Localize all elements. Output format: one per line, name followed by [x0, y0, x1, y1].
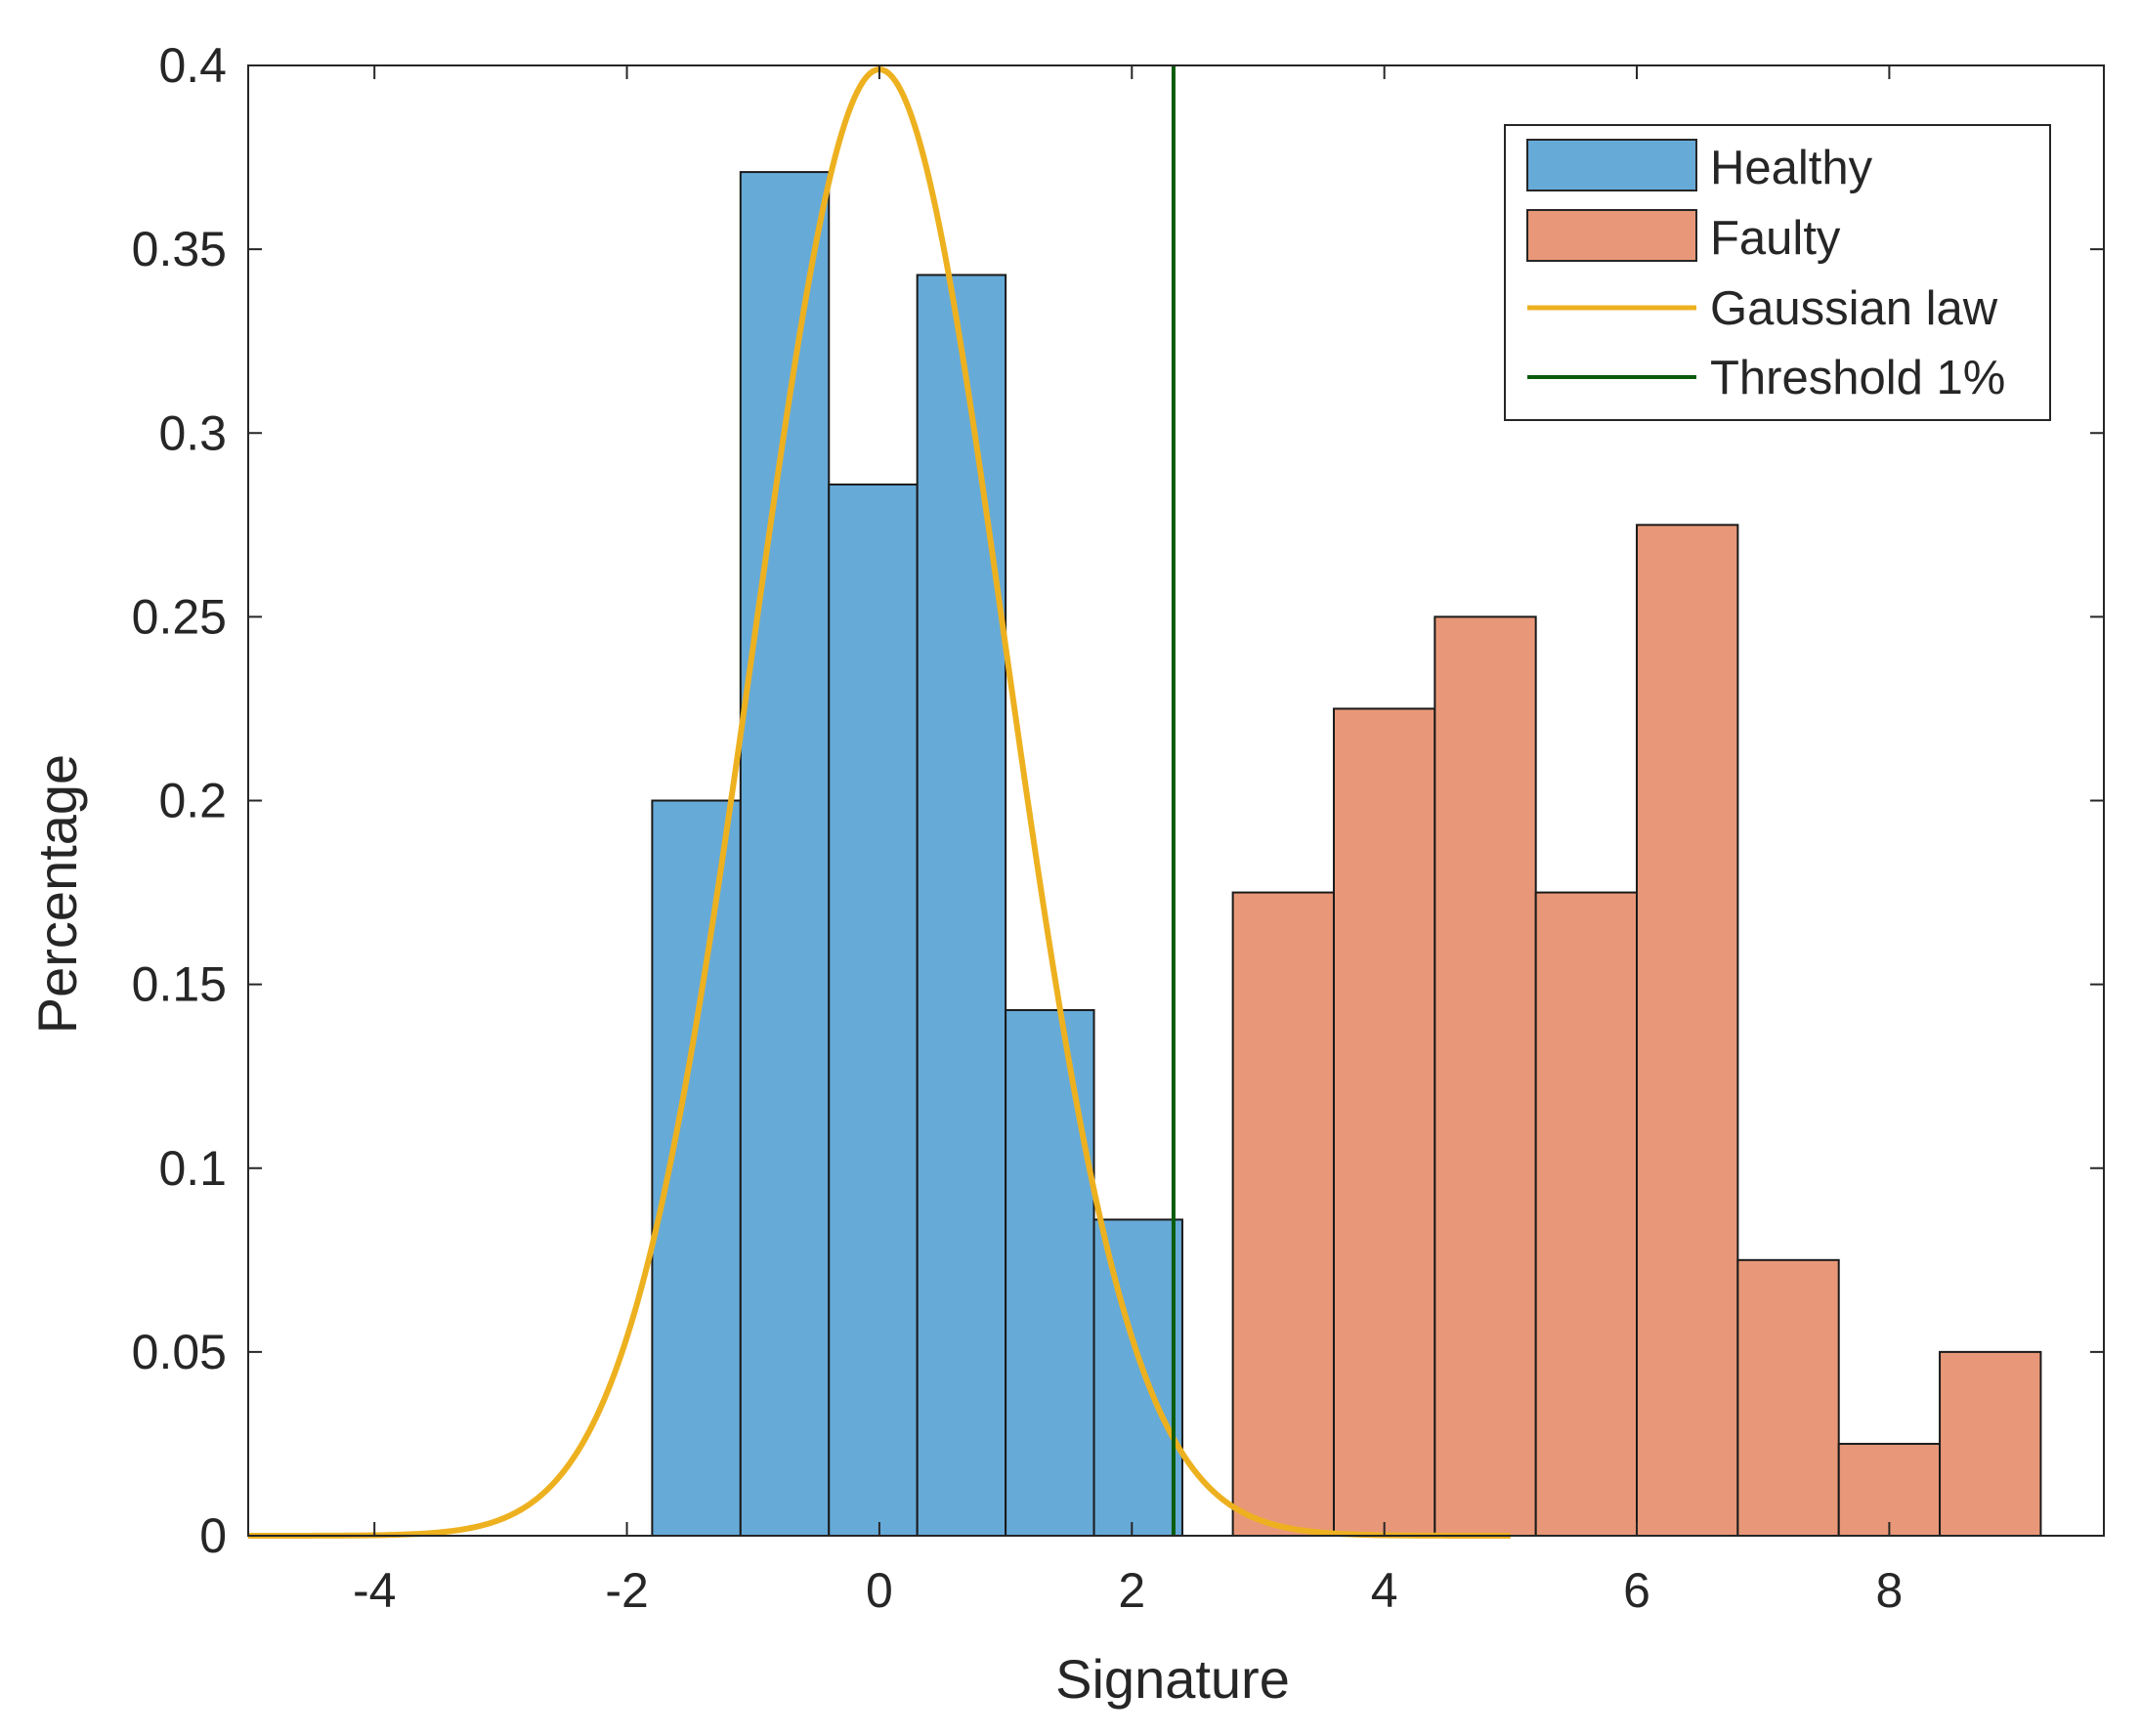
y-tick-label: 0.15	[132, 957, 227, 1012]
legend-gaussian-label: Gaussian law	[1710, 282, 1998, 335]
faulty-bar	[1332, 707, 1436, 1537]
faulty-bar	[1434, 615, 1537, 1537]
x-axis-label: Signature	[1055, 1648, 1290, 1710]
healthy-bar	[739, 171, 831, 1537]
faulty-bar	[1231, 891, 1335, 1537]
x-tick-label: -2	[605, 1563, 648, 1618]
y-tick-label: 0.35	[132, 222, 227, 276]
legend-healthy-label: Healthy	[1710, 142, 1873, 194]
legend-threshold-label: Threshold 1%	[1710, 352, 2005, 404]
x-tick-label: 2	[1118, 1563, 1145, 1618]
y-tick-label: 0	[199, 1508, 227, 1563]
x-tick-label: 0	[866, 1563, 893, 1618]
bars-layer	[651, 171, 2042, 1538]
healthy-bar	[1092, 1218, 1183, 1538]
legend-faulty-label: Faulty	[1710, 212, 1841, 265]
legend: Healthy Faulty Gaussian law Threshold 1%	[1504, 124, 2051, 421]
faulty-bar	[1736, 1258, 1840, 1537]
healthy-bar	[1005, 1008, 1095, 1537]
y-axis-label: Percentage	[26, 754, 88, 1034]
y-tick-label: 0.25	[132, 589, 227, 644]
legend-faulty-swatch	[1526, 209, 1697, 262]
healthy-bar	[828, 483, 919, 1537]
y-tick-label: 0.3	[158, 405, 227, 460]
y-tick-label: 0.1	[158, 1141, 227, 1196]
ticks-layer: -4 -2 0 2 4 6 8 0 0.05 0.1 0.15 0.2 0.25 0.3 0.35 0.4	[132, 38, 2104, 1618]
healthy-bar	[651, 799, 742, 1537]
faulty-bar	[1939, 1350, 2042, 1537]
faulty-bar	[1837, 1442, 1942, 1537]
healthy-bar	[916, 274, 1007, 1537]
x-tick-label: 4	[1371, 1563, 1398, 1618]
legend-healthy-swatch	[1526, 139, 1697, 191]
x-tick-label: 8	[1875, 1563, 1903, 1618]
x-tick-label: -4	[353, 1563, 396, 1618]
x-tick-label: 6	[1623, 1563, 1650, 1618]
faulty-bar	[1534, 891, 1639, 1537]
y-tick-label: 0.05	[132, 1325, 227, 1379]
y-tick-label: 0.4	[158, 38, 227, 93]
faulty-bar	[1636, 524, 1739, 1537]
y-tick-label: 0.2	[158, 774, 227, 828]
